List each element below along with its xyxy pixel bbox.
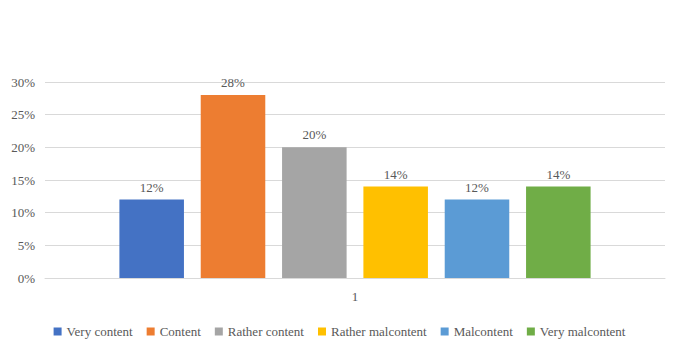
svg-text:1: 1 bbox=[352, 289, 359, 304]
svg-text:15%: 15% bbox=[11, 173, 35, 188]
svg-text:5%: 5% bbox=[18, 238, 36, 253]
svg-text:Very malcontent: Very malcontent bbox=[540, 324, 626, 339]
svg-text:28%: 28% bbox=[221, 75, 245, 90]
svg-text:Rather malcontent: Rather malcontent bbox=[331, 324, 427, 339]
svg-text:10%: 10% bbox=[11, 205, 35, 220]
svg-text:30%: 30% bbox=[11, 75, 35, 90]
svg-text:0%: 0% bbox=[18, 271, 36, 286]
svg-text:14%: 14% bbox=[546, 167, 570, 182]
svg-text:14%: 14% bbox=[384, 167, 408, 182]
svg-text:Rather content: Rather content bbox=[228, 324, 305, 339]
svg-text:25%: 25% bbox=[11, 107, 35, 122]
svg-text:12%: 12% bbox=[465, 180, 489, 195]
svg-text:Content: Content bbox=[160, 324, 202, 339]
svg-text:Malcontent: Malcontent bbox=[454, 324, 514, 339]
svg-text:Very content: Very content bbox=[67, 324, 133, 339]
svg-text:12%: 12% bbox=[140, 180, 164, 195]
svg-text:20%: 20% bbox=[11, 140, 35, 155]
svg-text:20%: 20% bbox=[302, 127, 326, 142]
